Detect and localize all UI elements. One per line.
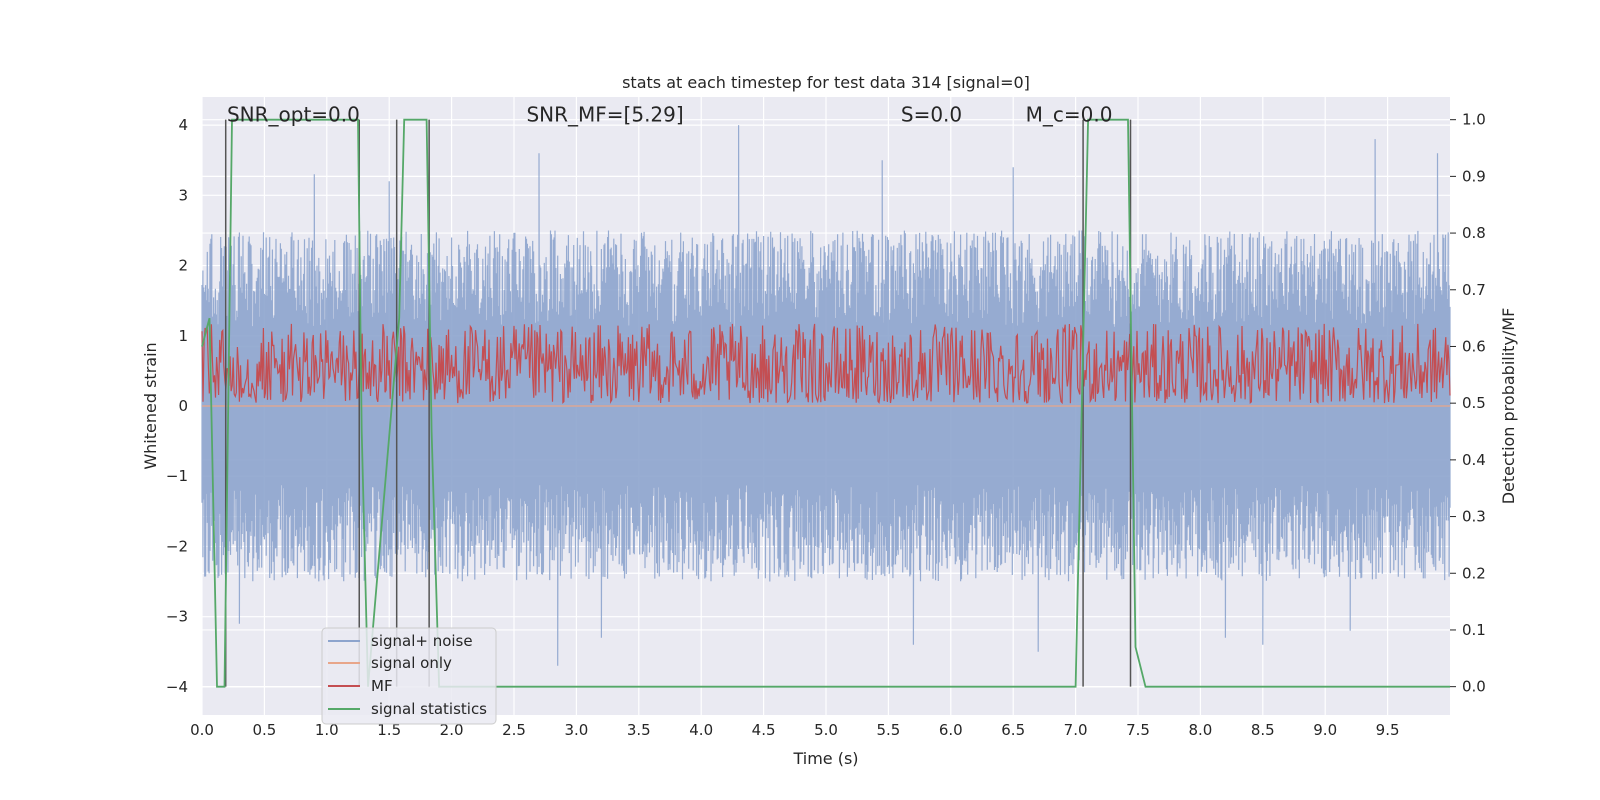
legend-label-mf: MF bbox=[371, 677, 393, 695]
y-tick-label: 2 bbox=[178, 257, 188, 275]
x-tick-label: 0.0 bbox=[190, 721, 214, 739]
annotation: SNR_opt=0.0 bbox=[227, 103, 360, 127]
mf-series bbox=[201, 323, 1451, 405]
right-y-tick-label: 0.7 bbox=[1462, 281, 1486, 299]
annotations: SNR_opt=0.0 SNR_MF=[5.29] S=0.0 M_c=0.0 bbox=[227, 103, 1113, 127]
right-y-tick-label: 0.9 bbox=[1462, 167, 1486, 185]
annotation: S=0.0 bbox=[901, 103, 962, 127]
legend-label-signal-noise: signal+ noise bbox=[371, 632, 473, 650]
x-tick-label: 0.5 bbox=[252, 721, 276, 739]
annotation: M_c=0.0 bbox=[1026, 103, 1113, 127]
right-y-axis-label: Detection probability/MF bbox=[1499, 308, 1518, 505]
x-axis-label: Time (s) bbox=[792, 749, 858, 768]
right-y-tick-label: 0.2 bbox=[1462, 564, 1486, 582]
x-tick-label: 5.0 bbox=[814, 721, 838, 739]
y-axis-label: Whitened strain bbox=[141, 342, 160, 469]
x-tick-label: 7.5 bbox=[1126, 721, 1150, 739]
y-tick-label: 4 bbox=[178, 116, 188, 134]
signal-statistics-line bbox=[201, 118, 1450, 688]
legend-label-signal-only: signal only bbox=[371, 654, 452, 672]
right-y-tick-label: 0.6 bbox=[1462, 337, 1486, 355]
signal-statistics-series bbox=[201, 118, 1450, 688]
x-tick-label: 2.5 bbox=[502, 721, 526, 739]
x-tick-label: 6.0 bbox=[939, 721, 963, 739]
signal-noise-series bbox=[201, 125, 1451, 666]
y-tick-label: −4 bbox=[166, 678, 188, 696]
right-y-tick-label: 0.8 bbox=[1462, 224, 1486, 242]
y-tick-label: −1 bbox=[166, 467, 188, 485]
x-tick-label: 4.5 bbox=[752, 721, 776, 739]
x-tick-label: 2.0 bbox=[440, 721, 464, 739]
x-axis-ticks: 0.0 0.5 1.0 1.5 2.0 2.5 3.0 3.5 4.0 4.5 5.0 5.5 6.0 6… bbox=[190, 721, 1399, 739]
x-tick-label: 9.5 bbox=[1376, 721, 1400, 739]
x-tick-label: 5.5 bbox=[876, 721, 900, 739]
x-tick-label: 3.0 bbox=[564, 721, 588, 739]
y-tick-label: 0 bbox=[178, 397, 188, 415]
right-y-tick-label: 0.0 bbox=[1462, 678, 1486, 696]
right-y-axis-ticks: 0.0 0.1 0.2 0.3 0.4 0.5 0.6 0.7 0.8 0.9 1.0 bbox=[1450, 111, 1486, 696]
x-tick-label: 8.0 bbox=[1188, 721, 1212, 739]
y-tick-label: 3 bbox=[178, 186, 188, 204]
right-y-tick-label: 0.3 bbox=[1462, 508, 1486, 526]
y-tick-label: −2 bbox=[166, 537, 188, 555]
x-tick-label: 1.0 bbox=[315, 721, 339, 739]
signal-noise-line bbox=[201, 125, 1451, 666]
right-y-tick-label: 1.0 bbox=[1462, 111, 1486, 129]
x-tick-label: 4.0 bbox=[689, 721, 713, 739]
right-y-tick-label: 0.4 bbox=[1462, 451, 1486, 469]
legend-label-signal-statistics: signal statistics bbox=[371, 700, 487, 718]
y-tick-label: 1 bbox=[178, 327, 188, 345]
annotation: SNR_MF=[5.29] bbox=[526, 103, 683, 127]
y-axis-ticks: −4 −3 −2 −1 0 1 2 3 4 bbox=[166, 116, 188, 696]
mf-line bbox=[201, 323, 1451, 405]
x-tick-label: 1.5 bbox=[377, 721, 401, 739]
legend-box bbox=[321, 627, 497, 725]
right-y-tick-label: 0.5 bbox=[1462, 394, 1486, 412]
x-tick-label: 8.5 bbox=[1251, 721, 1275, 739]
right-y-tick-label: 0.1 bbox=[1462, 621, 1486, 639]
x-tick-label: 6.5 bbox=[1001, 721, 1025, 739]
x-tick-label: 7.0 bbox=[1064, 721, 1088, 739]
legend: signal+ noise signal only MF signal stat… bbox=[321, 627, 497, 725]
chart-title: stats at each timestep for test data 314… bbox=[622, 73, 1030, 92]
x-tick-label: 9.0 bbox=[1313, 721, 1337, 739]
x-tick-label: 3.5 bbox=[627, 721, 651, 739]
y-tick-label: −3 bbox=[166, 608, 188, 626]
